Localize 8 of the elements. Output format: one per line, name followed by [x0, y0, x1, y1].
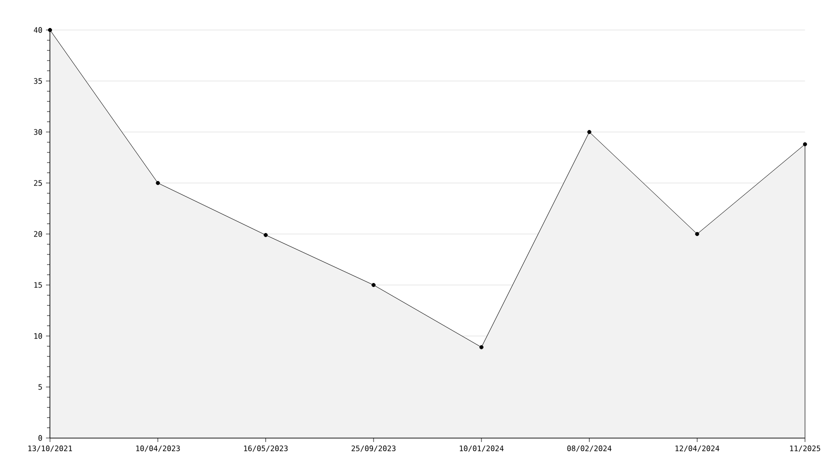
point [802, 142, 808, 146]
point [695, 232, 700, 236]
point [156, 180, 160, 186]
point [264, 232, 268, 238]
point [48, 28, 52, 32]
point [479, 345, 484, 350]
point [587, 130, 592, 134]
point [372, 282, 376, 288]
